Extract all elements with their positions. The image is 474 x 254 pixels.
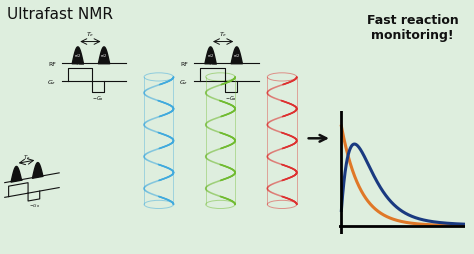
Text: $-G_a$: $-G_a$ <box>28 202 39 210</box>
Text: $\pi/2$: $\pi/2$ <box>100 52 107 59</box>
Text: Ultrafast NMR: Ultrafast NMR <box>7 7 113 22</box>
Text: $+G_a$: $+G_a$ <box>74 59 86 68</box>
Text: $T_e$: $T_e$ <box>86 30 95 39</box>
Text: $+G_a$: $+G_a$ <box>207 59 219 68</box>
Text: RF: RF <box>48 61 56 67</box>
Text: $\pi/2$: $\pi/2$ <box>74 52 81 59</box>
Text: $-G_a$: $-G_a$ <box>92 94 104 103</box>
Text: $-G_a$: $-G_a$ <box>225 94 237 103</box>
Text: $T_e$: $T_e$ <box>219 30 228 39</box>
Text: $\pi/2$: $\pi/2$ <box>233 52 240 59</box>
Text: $G_z$: $G_z$ <box>47 77 56 86</box>
Text: $T_e$: $T_e$ <box>23 153 30 162</box>
Text: $+G_a$: $+G_a$ <box>13 175 24 183</box>
Text: $\pi/2$: $\pi/2$ <box>207 52 214 59</box>
Text: RF: RF <box>181 61 189 67</box>
Text: $G_z$: $G_z$ <box>180 77 189 86</box>
Text: Fast reaction
monitoring!: Fast reaction monitoring! <box>366 14 458 42</box>
